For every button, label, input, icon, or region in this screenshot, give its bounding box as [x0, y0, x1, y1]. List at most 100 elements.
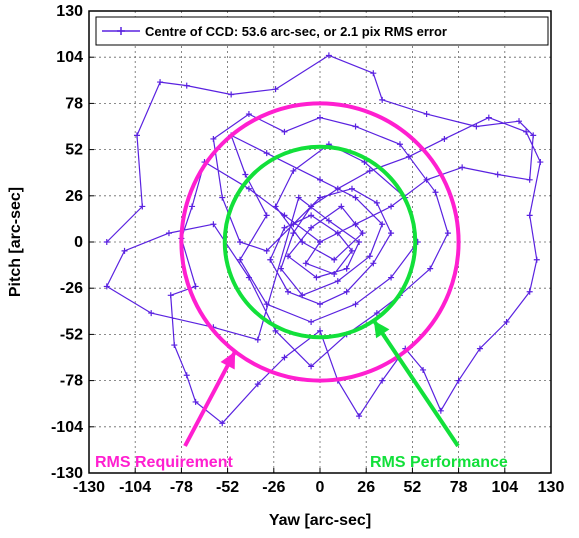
rms-requirement-label: RMS Requirement [95, 454, 233, 471]
data-point [308, 363, 315, 370]
data-point [334, 230, 341, 237]
data-point [290, 221, 297, 228]
data-point [272, 203, 279, 210]
data-point [302, 260, 309, 267]
data-point [210, 221, 217, 228]
data-point [281, 212, 288, 219]
data-point [171, 342, 178, 349]
y-tick-label: -26 [60, 280, 83, 297]
data-point [272, 86, 279, 93]
data-point [526, 288, 533, 295]
data-point [334, 278, 341, 285]
data-point [192, 283, 199, 290]
data-point [121, 247, 128, 254]
y-tick-label: 78 [65, 95, 83, 112]
x-tick-label: 104 [491, 479, 518, 496]
y-tick-label: -130 [51, 465, 83, 482]
data-point [473, 123, 480, 130]
data-point [148, 310, 155, 317]
data-point [165, 230, 172, 237]
data-point [348, 185, 355, 192]
data-point [379, 377, 386, 384]
data-point [281, 224, 288, 231]
data-point [331, 270, 338, 277]
data-point [444, 230, 451, 237]
data-point [343, 265, 350, 272]
data-point [455, 377, 462, 384]
data-point [366, 253, 373, 260]
x-tick-label: 52 [404, 479, 422, 496]
data-point [189, 203, 196, 210]
x-tick-label: -104 [119, 479, 151, 496]
data-point [317, 301, 323, 308]
y-tick-label: 26 [65, 188, 83, 205]
data-point [388, 230, 395, 237]
legend-box [95, 16, 549, 46]
x-axis-label: Yaw [arc-sec] [269, 512, 371, 529]
data-point [370, 70, 377, 77]
data-point [245, 185, 252, 192]
data-point [359, 230, 366, 237]
data-point [485, 114, 492, 121]
data-point [295, 194, 302, 201]
data-point [263, 150, 270, 157]
x-tick-label: -78 [170, 479, 193, 496]
y-tick-label: 130 [56, 3, 83, 20]
data-point [308, 203, 315, 210]
data-point [537, 159, 544, 166]
data-point [299, 239, 306, 245]
data-point [325, 217, 332, 224]
data-point [219, 420, 226, 427]
data-point [263, 212, 270, 219]
data-point [356, 239, 363, 245]
y-axis-label: Pitch [arc-sec] [7, 187, 24, 297]
data-point [405, 153, 412, 160]
y-tick-label: -104 [51, 419, 83, 436]
data-point [139, 203, 146, 210]
data-point [245, 111, 252, 118]
data-point [317, 114, 323, 121]
data-point [338, 203, 345, 210]
data-point [523, 128, 530, 135]
data-point [317, 327, 323, 334]
data-point [167, 292, 174, 299]
data-point [476, 345, 483, 352]
data-point [379, 96, 386, 103]
circles-layer [179, 101, 461, 383]
data-point [133, 132, 140, 139]
data-point [334, 185, 341, 192]
data-point [370, 260, 377, 267]
data-point [331, 256, 338, 263]
data-point [157, 79, 164, 86]
data-point [526, 212, 533, 219]
data-point [388, 274, 395, 281]
data-point [356, 413, 363, 420]
data-point [277, 265, 284, 272]
legend-marker [117, 27, 125, 35]
rms-requirement-circle [179, 101, 461, 383]
data-point [423, 176, 430, 183]
data-point [285, 253, 292, 260]
data-point [373, 199, 380, 206]
data-point [308, 318, 315, 325]
data-point [290, 167, 297, 174]
data-point [263, 301, 270, 308]
legend-entry: Centre of CCD: 53.6 arc-sec, or 2.1 pix … [145, 24, 447, 39]
data-point [352, 194, 359, 201]
rms-performance-arrow [372, 319, 460, 448]
data-point [103, 239, 110, 245]
data-point [437, 407, 444, 414]
data-point [272, 327, 279, 334]
x-tick-label: 0 [316, 479, 325, 496]
rms-performance-label: RMS Performance [370, 454, 508, 471]
data-point [533, 256, 540, 263]
data-point [313, 274, 320, 281]
data-point [103, 283, 110, 290]
data-point [245, 274, 252, 281]
rms-requirement-arrow-head [220, 351, 236, 370]
data-point [254, 381, 261, 388]
data-point [254, 336, 261, 343]
arrows-layer [183, 319, 460, 448]
data-point [281, 128, 288, 135]
